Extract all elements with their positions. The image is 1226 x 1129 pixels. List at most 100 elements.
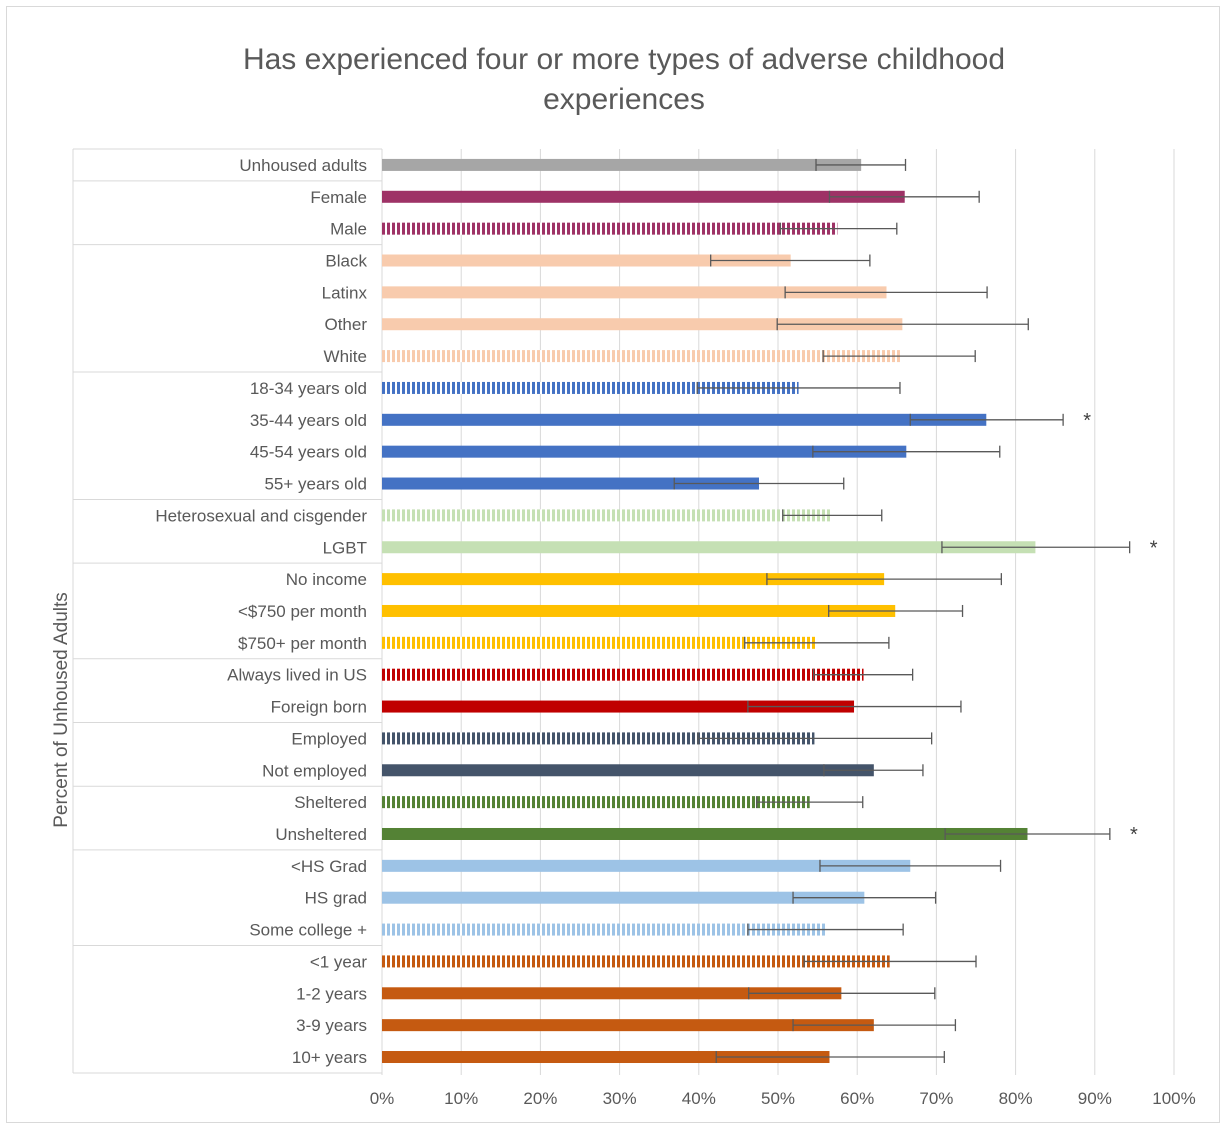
bar-unhoused-adults xyxy=(382,158,862,171)
category-label: LGBT xyxy=(323,538,367,557)
category-label: Male xyxy=(330,220,367,239)
category-label: 10+ years xyxy=(292,1048,367,1067)
bar-3-9-years xyxy=(382,1019,874,1032)
chart-title-line-2: experiences xyxy=(543,83,705,116)
error-bar-other xyxy=(776,318,1029,331)
bar-35-44-years-old xyxy=(382,413,987,426)
bar-latinx xyxy=(382,286,887,299)
x-tick-label: 70% xyxy=(919,1089,953,1108)
significance-marker: * xyxy=(1150,537,1158,559)
bar-not-employed xyxy=(382,764,874,777)
x-tick-label: 40% xyxy=(682,1089,716,1108)
error-bar-lgbt xyxy=(941,541,1131,554)
category-label: 3-9 years xyxy=(296,1016,367,1035)
y-axis-label: Percent of Unhoused Adults xyxy=(51,592,72,828)
error-bar-3-9-years xyxy=(792,1019,957,1032)
category-label: 35-44 years old xyxy=(250,411,367,430)
bar-1-year xyxy=(382,955,890,968)
x-tick-label: 80% xyxy=(999,1089,1033,1108)
category-label: Female xyxy=(310,188,367,207)
category-label: 1-2 years xyxy=(296,984,367,1003)
category-label: 55+ years old xyxy=(264,475,367,494)
error-bar-18-34-years-old xyxy=(696,381,901,394)
bar-hs-grad xyxy=(382,891,865,904)
category-label: White xyxy=(324,347,367,366)
x-tick-label: 30% xyxy=(603,1089,637,1108)
error-bar-female xyxy=(828,190,980,203)
bar-750-per-month xyxy=(382,636,817,649)
error-bar-some-college xyxy=(747,923,904,936)
bar-55-years-old xyxy=(382,477,759,490)
category-label: 18-34 years old xyxy=(250,379,367,398)
error-bar-750-per-month xyxy=(744,636,890,649)
bar-male xyxy=(382,222,838,235)
group-separators xyxy=(72,148,382,1074)
category-label: HS grad xyxy=(305,889,367,908)
error-bars xyxy=(673,158,1131,1064)
error-bar-white xyxy=(822,350,976,363)
error-bar-black xyxy=(710,254,871,267)
error-bar-10-years xyxy=(715,1051,945,1064)
category-label: Black xyxy=(325,252,367,271)
error-bar-male xyxy=(779,222,898,235)
bar-heterosexual-and-cisgender xyxy=(382,509,832,522)
category-label: Some college + xyxy=(249,921,367,940)
x-tick-labels: 0% 10% 20% 30% 40% 50% 60% 70% 80% 90% 100% xyxy=(370,1089,1196,1108)
bar-chart: Has experienced four or more types of ad… xyxy=(51,43,1196,1108)
significance-marker: * xyxy=(1130,824,1138,846)
category-label: Always lived in US xyxy=(227,666,367,685)
error-bar-no-income xyxy=(766,573,1002,586)
category-labels: Unhoused adults Female Male Black Latinx Othe… xyxy=(155,156,367,1067)
bar-other xyxy=(382,318,903,331)
category-label: Not employed xyxy=(262,761,367,780)
bar-sheltered xyxy=(382,796,810,809)
error-bar-hs-grad xyxy=(792,891,937,904)
chart-title-line-1: Has experienced four or more types of ad… xyxy=(243,43,1005,76)
x-tick-label: 20% xyxy=(523,1089,557,1108)
error-bar-heterosexual-and-cisgender xyxy=(782,509,883,522)
error-bar-hs-grad xyxy=(819,859,1002,872)
bar-unsheltered xyxy=(382,827,1028,840)
bar-foreign-born xyxy=(382,700,855,713)
bar-employed xyxy=(382,732,815,745)
category-label: <$750 per month xyxy=(238,602,367,621)
bar-lgbt xyxy=(382,541,1036,554)
bar-always-lived-in-us xyxy=(382,668,864,681)
x-tick-label: 0% xyxy=(370,1089,395,1108)
significance-markers: * * * xyxy=(1083,410,1158,846)
error-bar-unsheltered xyxy=(944,827,1111,840)
category-label: Other xyxy=(324,315,367,334)
bar-10-years xyxy=(382,1051,830,1064)
error-bar-750-per-month xyxy=(828,604,964,617)
x-tick-label: 50% xyxy=(761,1089,795,1108)
bars xyxy=(382,158,1036,1064)
category-label: Unhoused adults xyxy=(239,156,367,175)
bar-white xyxy=(382,350,900,363)
bar-18-34-years-old xyxy=(382,381,799,394)
category-label: <1 year xyxy=(310,952,368,971)
bar-45-54-years-old xyxy=(382,445,907,458)
bar-hs-grad xyxy=(382,859,911,872)
error-bar-35-44-years-old xyxy=(909,413,1064,426)
x-tick-label: 60% xyxy=(840,1089,874,1108)
error-bar-not-employed xyxy=(823,764,924,777)
bar-some-college xyxy=(382,923,826,936)
category-label: 45-54 years old xyxy=(250,443,367,462)
error-bar-foreign-born xyxy=(747,700,962,713)
bar-black xyxy=(382,254,791,267)
category-label: $750+ per month xyxy=(238,634,367,653)
category-label: Employed xyxy=(291,729,367,748)
category-label: Sheltered xyxy=(294,793,367,812)
bar-1-2-years xyxy=(382,987,842,1000)
category-label: Foreign born xyxy=(271,698,367,717)
bar-female xyxy=(382,190,905,203)
bar-750-per-month xyxy=(382,604,896,617)
category-label: Heterosexual and cisgender xyxy=(155,506,367,525)
error-bar-always-lived-in-us xyxy=(812,668,914,681)
category-label: Latinx xyxy=(322,283,368,302)
category-label: <HS Grad xyxy=(291,857,367,876)
x-tick-label: 100% xyxy=(1152,1089,1195,1108)
error-bar-latinx xyxy=(784,286,988,299)
error-bar-55-years-old xyxy=(673,477,845,490)
error-bar-1-year xyxy=(803,955,977,968)
